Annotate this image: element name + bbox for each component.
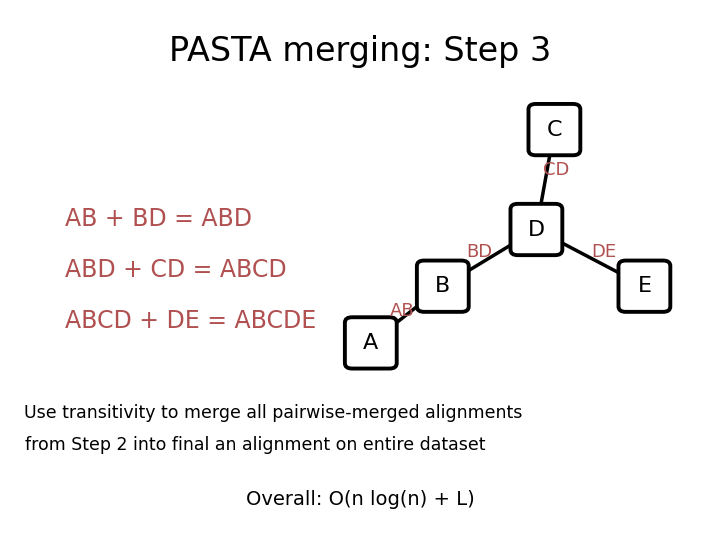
Text: AB: AB [390, 301, 414, 320]
Text: CD: CD [544, 161, 570, 179]
Text: Use transitivity to merge all pairwise-merged alignments: Use transitivity to merge all pairwise-m… [24, 404, 523, 422]
Text: ABD + CD = ABCD: ABD + CD = ABCD [65, 258, 287, 282]
FancyBboxPatch shape [528, 104, 580, 156]
Text: AB + BD = ABD: AB + BD = ABD [65, 207, 252, 231]
FancyBboxPatch shape [417, 261, 469, 312]
Text: from Step 2 into final an alignment on entire dataset: from Step 2 into final an alignment on e… [25, 436, 486, 455]
FancyBboxPatch shape [510, 204, 562, 255]
Text: A: A [363, 333, 379, 353]
FancyBboxPatch shape [618, 261, 670, 312]
Text: C: C [546, 119, 562, 140]
Text: ABCD + DE = ABCDE: ABCD + DE = ABCDE [65, 309, 316, 333]
Text: D: D [528, 219, 545, 240]
Text: DE: DE [591, 242, 616, 261]
Text: E: E [637, 276, 652, 296]
FancyBboxPatch shape [345, 317, 397, 368]
Text: BD: BD [467, 242, 492, 261]
Text: Overall: O(n log(n) + L): Overall: O(n log(n) + L) [246, 490, 474, 509]
Text: B: B [435, 276, 451, 296]
Text: PASTA merging: Step 3: PASTA merging: Step 3 [169, 35, 551, 68]
